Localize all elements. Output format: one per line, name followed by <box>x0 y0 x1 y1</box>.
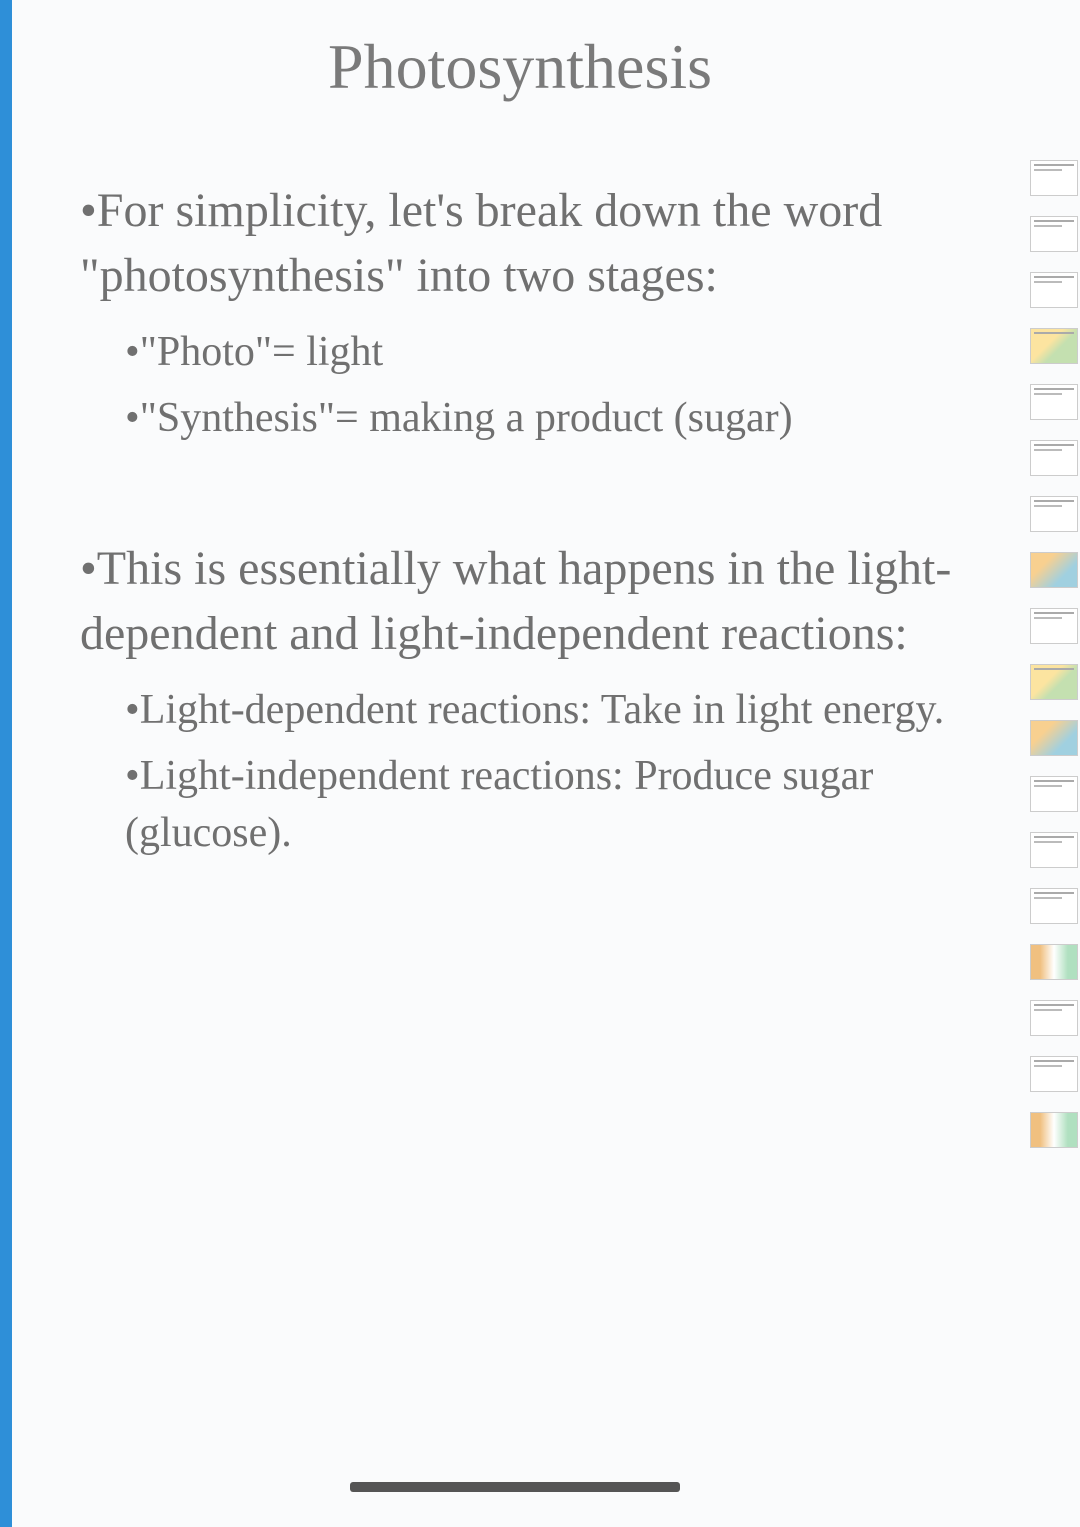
slide-thumbnail[interactable] <box>1030 832 1078 868</box>
slide-thumbnail[interactable] <box>1030 944 1078 980</box>
bullet-main-2: •This is essentially what happens in the… <box>80 537 960 667</box>
slide-thumbnail[interactable] <box>1030 608 1078 644</box>
slide-thumbnail[interactable] <box>1030 160 1078 196</box>
slide-thumbnail[interactable] <box>1030 384 1078 420</box>
bullet-sub-2-1: •Light-dependent reactions: Take in ligh… <box>125 682 960 739</box>
slide-thumbnail[interactable] <box>1030 328 1078 364</box>
slide-thumbnail[interactable] <box>1030 888 1078 924</box>
slide-thumbnail[interactable] <box>1030 272 1078 308</box>
slide-thumbnail[interactable] <box>1030 216 1078 252</box>
slide-content-area: Photosynthesis •For simplicity, let's br… <box>0 0 1020 912</box>
slide-thumbnail-strip <box>1025 160 1080 1148</box>
slide-thumbnail[interactable] <box>1030 552 1078 588</box>
bullet-main-1: •For simplicity, let's break down the wo… <box>80 179 960 309</box>
section-2: •This is essentially what happens in the… <box>80 537 960 862</box>
slide-thumbnail[interactable] <box>1030 1056 1078 1092</box>
slide-thumbnail[interactable] <box>1030 664 1078 700</box>
slide-thumbnail[interactable] <box>1030 776 1078 812</box>
bottom-handle-bar[interactable] <box>350 1482 680 1492</box>
slide-thumbnail[interactable] <box>1030 1000 1078 1036</box>
bullet-sub-1-2: •"Synthesis"= making a product (sugar) <box>125 390 960 447</box>
section-1: •For simplicity, let's break down the wo… <box>80 179 960 447</box>
bullet-sub-1-1: •"Photo"= light <box>125 324 960 381</box>
slide-thumbnail[interactable] <box>1030 1112 1078 1148</box>
slide-thumbnail[interactable] <box>1030 440 1078 476</box>
slide-thumbnail[interactable] <box>1030 720 1078 756</box>
slide-thumbnail[interactable] <box>1030 496 1078 532</box>
slide-accent-border <box>0 0 12 1527</box>
slide-title: Photosynthesis <box>80 30 960 104</box>
bullet-sub-2-2: •Light-independent reactions: Produce su… <box>125 748 960 861</box>
